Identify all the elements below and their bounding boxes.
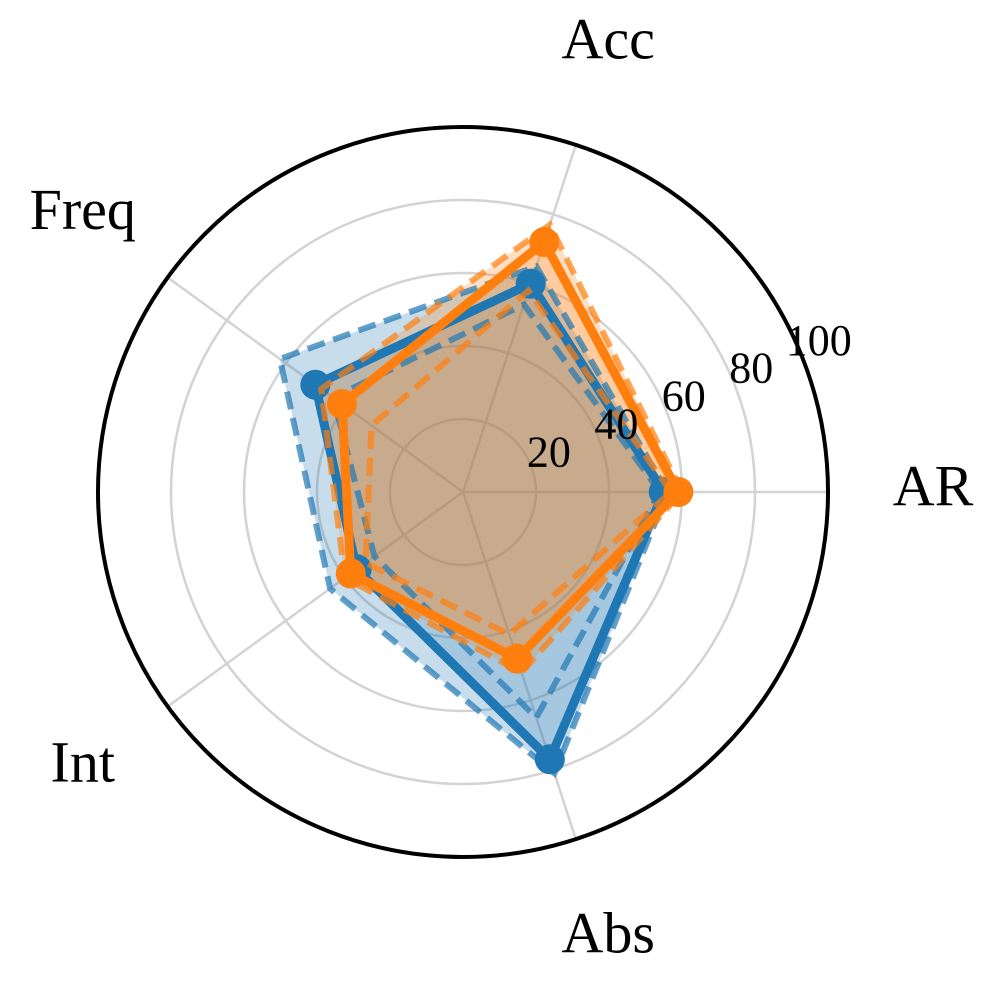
point [529,227,560,258]
category-label: Abs [562,900,655,965]
mean-fill [341,242,679,659]
band-line [318,220,686,677]
band-line [329,300,664,723]
series-line [310,279,669,764]
r-tick-label: 80 [729,344,773,393]
r-tick-label: 20 [527,428,571,477]
band-line [362,286,676,638]
r-tick-label: 60 [662,372,706,421]
point [326,389,357,420]
category-label: Int [51,730,115,795]
category-label: Freq [30,177,136,242]
outer-frame [96,125,830,859]
band-line [276,262,671,779]
point [502,643,533,674]
category-label: Acc [562,6,655,71]
spoke [166,490,464,708]
point [534,744,565,775]
category-label: AR [893,453,974,518]
r-tick-label: 100 [786,316,852,365]
series-line [337,237,683,664]
point [663,477,694,507]
point [335,558,366,589]
spoke [461,144,577,493]
r-tick-label: 40 [594,400,638,449]
band-fill [279,266,668,774]
